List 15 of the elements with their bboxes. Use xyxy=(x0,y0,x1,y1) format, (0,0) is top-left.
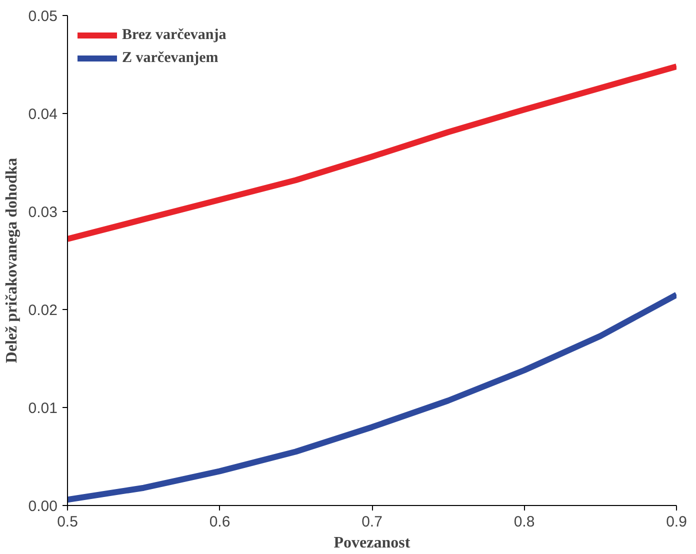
x-tick-label: 0.6 xyxy=(209,514,230,530)
x-tick-label: 0.9 xyxy=(666,514,687,530)
y-axis-title: Delež pričakovanega dohodka xyxy=(3,158,20,364)
legend-label: Z varčevanjem xyxy=(122,50,218,66)
y-tick-label: 0.00 xyxy=(28,498,58,515)
x-axis-title: Povezanost xyxy=(334,534,411,552)
y-tick-label: 0.01 xyxy=(28,400,58,417)
y-tick-label: 0.03 xyxy=(28,204,58,221)
x-tick-label: 0.7 xyxy=(362,514,382,530)
legend-label: Brez varčevanja xyxy=(122,26,226,44)
y-tick-label: 0.04 xyxy=(28,106,58,123)
x-tick-label: 0.5 xyxy=(57,514,78,530)
y-tick-label: 0.05 xyxy=(28,8,58,25)
x-tick-label: 0.8 xyxy=(514,514,535,530)
y-tick-label: 0.02 xyxy=(28,302,58,319)
